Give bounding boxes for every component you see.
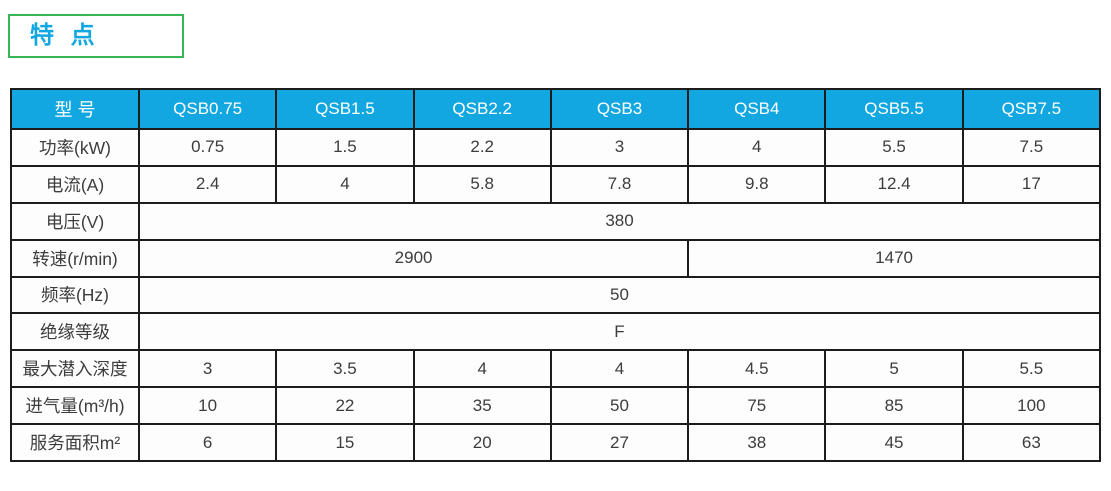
value-cell: 10	[140, 388, 276, 424]
model-header-QSB4: QSB4	[689, 90, 825, 128]
value-cell: 35	[414, 388, 550, 424]
row-label: 绝缘等级	[12, 314, 138, 350]
value-cell: 27	[551, 425, 688, 460]
value-cell: 20	[414, 425, 550, 460]
value-cell: 4	[689, 130, 825, 165]
value-cell: 6	[140, 425, 276, 460]
value-cell: 22	[277, 388, 413, 424]
value-cell: 17	[963, 166, 1099, 202]
row-label: 电压(V)	[12, 203, 138, 239]
value-cell: 45	[826, 425, 962, 460]
row-label: 进气量(m³/h)	[12, 388, 138, 424]
merged-value-cell: 1470	[689, 240, 1099, 276]
value-cell: 1.5	[277, 130, 413, 165]
value-cell: 100	[963, 388, 1099, 424]
row-label: 电流(A)	[12, 166, 138, 202]
value-cell: 15	[277, 425, 413, 460]
model-header-QSB3: QSB3	[551, 90, 688, 128]
row-label: 转速(r/min)	[12, 240, 138, 276]
value-cell: 3	[140, 351, 276, 387]
value-cell: 5.5	[963, 351, 1099, 387]
model-header-label: 型 号	[12, 90, 138, 128]
value-cell: 4.5	[689, 351, 825, 387]
value-cell: 5	[826, 351, 962, 387]
value-cell: 63	[963, 425, 1099, 460]
value-cell: 5.5	[826, 130, 962, 165]
row-label: 频率(Hz)	[12, 277, 138, 313]
merged-value-cell: F	[140, 314, 1099, 350]
value-cell: 7.8	[551, 166, 688, 202]
value-cell: 2.4	[140, 166, 276, 202]
value-cell: 12.4	[826, 166, 962, 202]
value-cell: 0.75	[140, 130, 276, 165]
section-title-box: 特 点	[8, 14, 184, 58]
merged-value-cell: 380	[140, 203, 1099, 239]
value-cell: 75	[689, 388, 825, 424]
value-cell: 50	[551, 388, 688, 424]
model-header-QSB2.2: QSB2.2	[414, 90, 550, 128]
value-cell: 4	[414, 351, 550, 387]
model-header-QSB7.5: QSB7.5	[963, 90, 1099, 128]
value-cell: 4	[277, 166, 413, 202]
row-label: 最大潜入深度	[12, 351, 138, 387]
spec-table: 型 号 QSB0.75 QSB1.5 QSB2.2 QSB3 QSB4 QSB5.5 QSB7…	[10, 88, 1101, 462]
value-cell: 5.8	[414, 166, 550, 202]
value-cell: 7.5	[963, 130, 1099, 165]
merged-value-cell: 50	[140, 277, 1099, 313]
row-label: 功率(kW)	[12, 130, 138, 165]
value-cell: 2.2	[414, 130, 550, 165]
value-cell: 3	[551, 130, 688, 165]
value-cell: 4	[551, 351, 688, 387]
model-header-QSB0.75: QSB0.75	[140, 90, 276, 128]
value-cell: 85	[826, 388, 962, 424]
value-cell: 3.5	[277, 351, 413, 387]
value-cell: 9.8	[689, 166, 825, 202]
merged-value-cell: 2900	[140, 240, 688, 276]
model-header-QSB1.5: QSB1.5	[277, 90, 413, 128]
section-title: 特 点	[30, 22, 100, 49]
row-label: 服务面积m²	[12, 425, 138, 460]
model-header-QSB5.5: QSB5.5	[826, 90, 962, 128]
value-cell: 38	[689, 425, 825, 460]
